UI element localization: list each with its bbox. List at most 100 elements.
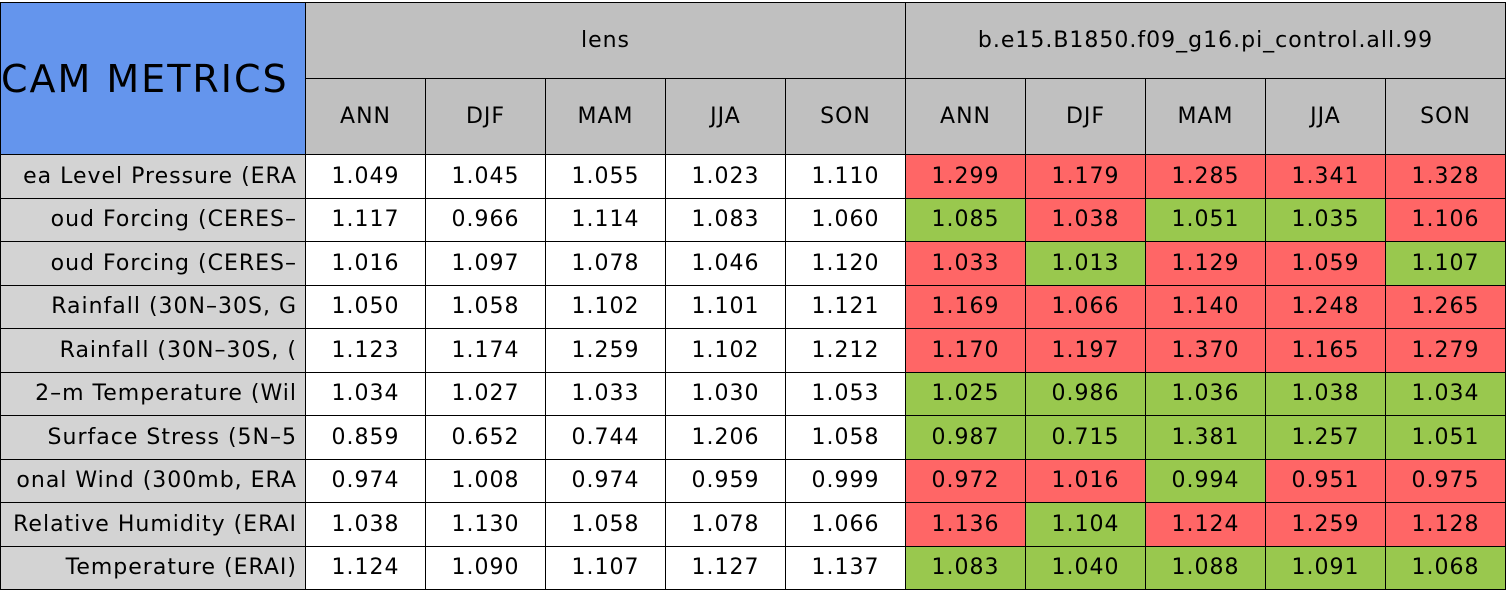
data-row: Relative Humidity (ERAI 1.038 1.130 1.058 1.… <box>0 502 1506 547</box>
row-label: Surface Stress (5N–5 <box>47 424 297 450</box>
value-cell: 1.066 <box>785 502 906 547</box>
value-cell: 0.994 <box>1145 458 1266 503</box>
value-cell: 1.107 <box>1385 241 1506 286</box>
value-cell: 1.068 <box>1385 545 1506 590</box>
row-label: Temperature (ERAI) <box>65 555 297 581</box>
data-row: Rainfall (30N–30S, G 1.050 1.058 1.102 1.101… <box>0 284 1506 329</box>
value-cell: 1.299 <box>905 154 1026 199</box>
value-cell: 1.038 <box>1025 197 1146 242</box>
group-header: lens <box>305 2 906 79</box>
value-cell: 0.972 <box>905 458 1026 503</box>
value-cell: 1.285 <box>1145 154 1266 199</box>
value-cell: 1.341 <box>1265 154 1386 199</box>
season-header: JJA <box>1265 78 1386 155</box>
value-cell: 1.055 <box>545 154 666 199</box>
table-title: CAM METRICS <box>0 2 306 155</box>
value-cell: 1.091 <box>1265 545 1386 590</box>
row-label: ea Level Pressure (ERA <box>23 163 297 189</box>
value-cell: 1.036 <box>1145 371 1266 416</box>
data-row: onal Wind (300mb, ERA 0.974 1.008 0.974 0.95… <box>0 458 1506 503</box>
value-cell: 0.974 <box>545 458 666 503</box>
data-row: Rainfall (30N–30S, (1.123 1.174 1.259 1.102… <box>0 328 1506 373</box>
value-cell: 1.212 <box>785 328 906 373</box>
row-label-cell: oud Forcing (CERES– <box>0 241 306 286</box>
value-cell: 1.078 <box>665 502 786 547</box>
value-cell: 1.066 <box>1025 284 1146 329</box>
value-cell: 1.034 <box>1385 371 1506 416</box>
value-cell: 0.974 <box>305 458 426 503</box>
row-label-cell: onal Wind (300mb, ERA <box>0 458 306 503</box>
value-cell: 1.137 <box>785 545 906 590</box>
season-header: SON <box>785 78 906 155</box>
value-cell: 1.130 <box>425 502 546 547</box>
data-row: oud Forcing (CERES– 1.016 1.097 1.078 1.046 1… <box>0 241 1506 286</box>
value-cell: 1.046 <box>665 241 786 286</box>
value-cell: 1.059 <box>1265 241 1386 286</box>
season-header: MAM <box>1145 78 1266 155</box>
value-cell: 0.966 <box>425 197 546 242</box>
row-label-cell: Temperature (ERAI) <box>0 545 306 590</box>
value-cell: 1.051 <box>1385 415 1506 460</box>
value-cell: 1.050 <box>305 284 426 329</box>
value-cell: 1.013 <box>1025 241 1146 286</box>
row-label-cell: oud Forcing (CERES– <box>0 197 306 242</box>
value-cell: 0.951 <box>1265 458 1386 503</box>
value-cell: 1.058 <box>785 415 906 460</box>
value-cell: 1.120 <box>785 241 906 286</box>
season-header: JJA <box>665 78 786 155</box>
season-header: MAM <box>545 78 666 155</box>
value-cell: 1.381 <box>1145 415 1266 460</box>
season-header: DJF <box>1025 78 1146 155</box>
value-cell: 1.038 <box>305 502 426 547</box>
value-cell: 1.078 <box>545 241 666 286</box>
value-cell: 1.033 <box>545 371 666 416</box>
value-cell: 1.110 <box>785 154 906 199</box>
value-cell: 1.279 <box>1385 328 1506 373</box>
value-cell: 1.035 <box>1265 197 1386 242</box>
data-row: oud Forcing (CERES– 1.117 0.966 1.114 1.083 1… <box>0 197 1506 242</box>
data-row: Surface Stress (5N–5 0.859 0.652 0.744 1.206… <box>0 415 1506 460</box>
value-cell: 0.715 <box>1025 415 1146 460</box>
value-cell: 1.083 <box>905 545 1026 590</box>
value-cell: 1.023 <box>665 154 786 199</box>
value-cell: 1.034 <box>305 371 426 416</box>
value-cell: 1.257 <box>1265 415 1386 460</box>
value-cell: 1.248 <box>1265 284 1386 329</box>
row-label: oud Forcing (CERES– <box>50 250 297 276</box>
value-cell: 1.102 <box>665 328 786 373</box>
row-label: onal Wind (300mb, ERA <box>16 468 297 494</box>
value-cell: 1.040 <box>1025 545 1146 590</box>
value-cell: 1.058 <box>545 502 666 547</box>
value-cell: 1.051 <box>1145 197 1266 242</box>
row-label-cell: ea Level Pressure (ERA <box>0 154 306 199</box>
value-cell: 1.114 <box>545 197 666 242</box>
value-cell: 1.370 <box>1145 328 1266 373</box>
row-label-cell: 2–m Temperature (Wil <box>0 371 306 416</box>
value-cell: 1.124 <box>305 545 426 590</box>
value-cell: 1.008 <box>425 458 546 503</box>
value-cell: 1.265 <box>1385 284 1506 329</box>
row-label-cell: Surface Stress (5N–5 <box>0 415 306 460</box>
value-cell: 1.058 <box>425 284 546 329</box>
value-cell: 0.859 <box>305 415 426 460</box>
value-cell: 1.102 <box>545 284 666 329</box>
value-cell: 1.045 <box>425 154 546 199</box>
season-row: ANN DJF MAM JJA SON ANN DJF MAM JJA SON <box>1 78 1506 155</box>
value-cell: 1.259 <box>545 328 666 373</box>
value-cell: 1.259 <box>1265 502 1386 547</box>
value-cell: 1.049 <box>305 154 426 199</box>
value-cell: 1.165 <box>1265 328 1386 373</box>
row-label: Relative Humidity (ERAI <box>13 511 297 537</box>
value-cell: 1.106 <box>1385 197 1506 242</box>
value-cell: 1.174 <box>425 328 546 373</box>
header-row: CAM METRICS lens b.e15.B1850.f09_g16.pi_co… <box>0 2 1506 155</box>
data-row: Temperature (ERAI) 1.124 1.090 1.107 1.127 1.… <box>0 545 1506 590</box>
value-cell: 1.060 <box>785 197 906 242</box>
value-cell: 1.197 <box>1025 328 1146 373</box>
season-header: SON <box>1385 78 1506 155</box>
value-cell: 1.170 <box>905 328 1026 373</box>
value-cell: 1.328 <box>1385 154 1506 199</box>
value-cell: 1.038 <box>1265 371 1386 416</box>
value-cell: 1.083 <box>665 197 786 242</box>
value-cell: 1.107 <box>545 545 666 590</box>
